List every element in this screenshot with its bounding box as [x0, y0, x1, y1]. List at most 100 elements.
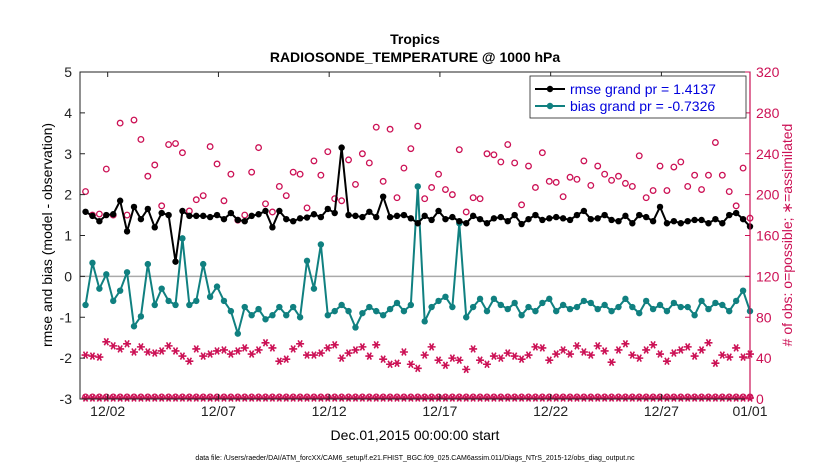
- possible-point-2: [95, 210, 103, 218]
- bias-point-25: [255, 305, 262, 313]
- bias-point-24: [248, 312, 255, 319]
- assimilated-point-42: [372, 340, 381, 349]
- possible-zero-point-31: [296, 393, 304, 401]
- rmse-point-78: [622, 212, 629, 220]
- y2-tick-label-5: 200: [756, 187, 780, 203]
- bias-point-87: [684, 303, 691, 311]
- possible-point-67: [545, 177, 553, 185]
- possible-zero-point-85: [670, 393, 678, 401]
- y-tick-label-3: 0: [64, 268, 72, 284]
- possible-point-16: [192, 196, 200, 204]
- assimilated-point-15: [185, 357, 194, 366]
- rmse-point-33: [310, 211, 318, 218]
- assimilated-point-27: [268, 344, 277, 352]
- chart-title: Tropics: [390, 31, 440, 47]
- rmse-point-7: [130, 203, 138, 211]
- rmse-point-46: [400, 211, 408, 219]
- bias-point-33: [310, 285, 318, 292]
- possible-zero-point-90: [705, 393, 712, 401]
- assimilated-point-47: [406, 360, 415, 369]
- bias-point-22: [234, 330, 242, 337]
- assimilated-point-13: [171, 347, 180, 355]
- bias-point-66: [539, 299, 546, 307]
- possible-point-33: [310, 157, 318, 165]
- rmse-point-8: [137, 215, 145, 223]
- assimilated-point-95: [739, 353, 748, 361]
- possible-zero-point-20: [220, 393, 228, 401]
- assimilated-point-31: [296, 339, 305, 348]
- rmse-point-70: [566, 216, 574, 224]
- assimilated-point-51: [434, 356, 443, 365]
- rmse-point-34: [317, 213, 325, 221]
- y2-tick-label-4: 160: [756, 228, 780, 244]
- bias-point-63: [518, 312, 525, 319]
- bias-point-20: [220, 297, 228, 305]
- possible-zero-point-87: [684, 393, 692, 401]
- x-tick-label-3: 12/17: [422, 403, 457, 419]
- y-axis-label: rmse and bias (model - observation): [39, 123, 55, 347]
- assimilated-point-17: [199, 352, 208, 360]
- assimilated-point-62: [510, 352, 519, 360]
- rmse-point-10: [151, 224, 158, 231]
- assimilated-point-58: [482, 360, 491, 369]
- y2-tick-label-7: 280: [756, 105, 780, 121]
- assimilated-point-89: [697, 346, 706, 354]
- bias-point-59: [490, 295, 498, 303]
- rmse-point-76: [608, 216, 615, 224]
- possible-zero-point-18: [206, 393, 214, 401]
- possible-point-84: [663, 187, 671, 194]
- y-tick-label-1: -2: [60, 350, 73, 366]
- rmse-point-17: [200, 212, 207, 220]
- possible-zero-point-52: [442, 393, 449, 401]
- assimilated-point-66: [538, 344, 547, 352]
- assimilated-point-60: [496, 354, 505, 362]
- possible-point-82: [649, 187, 657, 194]
- rmse-point-31: [296, 215, 304, 222]
- assimilated-point-54: [455, 356, 464, 365]
- rmse-point-26: [262, 207, 269, 215]
- possible-point-71: [573, 175, 581, 183]
- bias-point-1: [89, 259, 96, 267]
- rmse-point-79: [629, 220, 636, 227]
- rmse-point-48: [414, 220, 421, 227]
- bias-point-23: [241, 303, 248, 311]
- rmse-point-35: [324, 205, 331, 213]
- bias-point-93: [726, 307, 733, 315]
- possible-point-30: [289, 168, 297, 176]
- bias-point-82: [649, 305, 657, 313]
- bias-point-36: [331, 307, 338, 315]
- rmse-point-12: [165, 211, 172, 219]
- possible-zero-point-75: [601, 393, 609, 401]
- possible-zero-point-39: [352, 393, 359, 401]
- possible-zero-point-65: [531, 393, 539, 401]
- bias-point-49: [421, 318, 428, 325]
- chart-subtitle: RADIOSONDE_TEMPERATURE @ 1000 hPa: [270, 49, 561, 65]
- x-axis: 12/02 12/07 12/12 12/17 12/22 12/27 01/01: [90, 72, 768, 419]
- possible-zero-point-22: [234, 393, 242, 401]
- possible-zero-point-36: [331, 393, 339, 401]
- bias-point-71: [573, 303, 581, 311]
- possible-point-40: [358, 150, 366, 158]
- possible-point-91: [711, 139, 719, 146]
- possible-zero-point-12: [165, 393, 173, 401]
- possible-point-64: [525, 162, 532, 170]
- possible-point-44: [386, 125, 394, 133]
- possible-point-49: [421, 195, 429, 203]
- possible-point-41: [365, 159, 373, 167]
- possible-zero-point-44: [386, 393, 394, 401]
- bias-point-38: [345, 307, 352, 315]
- y-tick-label-0: -3: [60, 391, 73, 407]
- possible-zero-point-37: [338, 393, 346, 401]
- y-tick-label-6: 3: [64, 146, 72, 162]
- legend-rmse-label: rmse grand pr = 1.4137: [570, 81, 716, 97]
- rmse-point-4: [110, 211, 117, 218]
- assimilated-point-23: [240, 344, 249, 352]
- possible-point-68: [552, 178, 560, 186]
- rmse-point-68: [552, 213, 560, 221]
- possible-zero-point-17: [199, 393, 207, 401]
- footer-note: data file: /Users/raeder/DAI/ATM_forcXX/…: [195, 455, 635, 462]
- bias-point-77: [615, 303, 622, 311]
- possible-zero-point-10: [151, 393, 159, 401]
- possible-zero-point-59: [490, 393, 498, 401]
